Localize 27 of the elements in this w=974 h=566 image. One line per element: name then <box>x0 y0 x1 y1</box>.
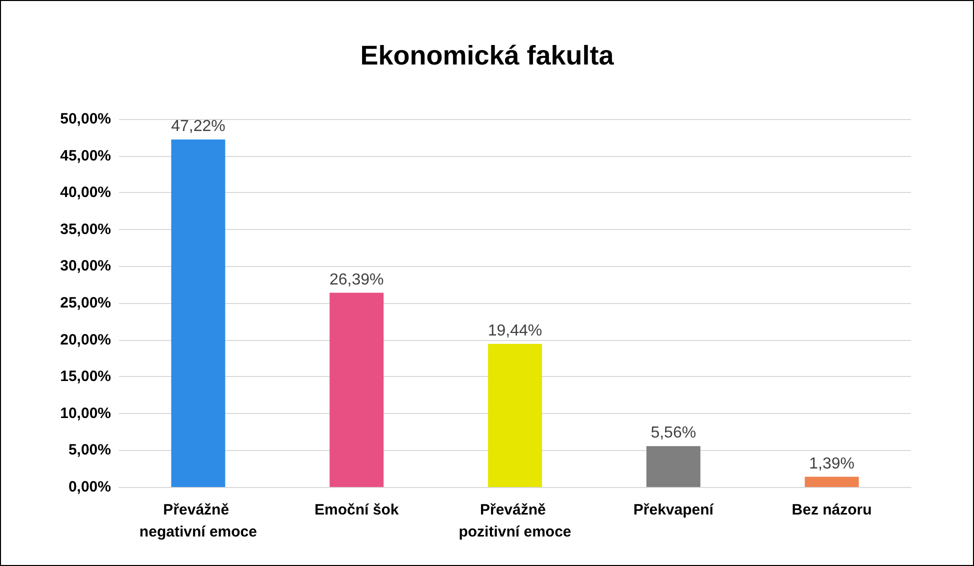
bar <box>488 344 542 487</box>
data-label: 5,56% <box>650 424 696 442</box>
bar <box>804 476 859 487</box>
y-tick-label: 10,00% <box>60 404 111 422</box>
y-tick-label: 50,00% <box>60 110 111 128</box>
y-tick-label: 20,00% <box>60 331 111 348</box>
bar <box>330 292 384 487</box>
y-tick-label: 30,00% <box>60 258 111 275</box>
x-tick-label: Bez názoru <box>792 502 872 518</box>
x-tick-label: Převážně pozitivní emoce <box>458 502 572 540</box>
data-label: 26,39% <box>329 271 384 288</box>
x-tick-label: Překvapení <box>633 502 714 518</box>
y-tick-label: 35,00% <box>60 220 111 238</box>
y-tick-label: 40,00% <box>60 184 111 202</box>
data-label: 47,22% <box>171 118 226 135</box>
bar <box>171 139 226 487</box>
y-tick-label: 15,00% <box>60 368 111 386</box>
y-tick-label: 25,00% <box>60 294 111 312</box>
y-tick-label: 45,00% <box>60 147 111 164</box>
y-tick-label: 5,00% <box>68 442 111 459</box>
chart-title: Ekonomická fakulta <box>360 40 615 70</box>
bar <box>646 446 700 487</box>
x-tick-label: Převážně negativní emoce <box>139 502 257 540</box>
y-tick-label: 0,00% <box>68 478 111 496</box>
x-tick-label: Emoční šok <box>314 502 400 518</box>
data-label: 19,44% <box>488 322 542 340</box>
data-label: 1,39% <box>809 455 854 472</box>
